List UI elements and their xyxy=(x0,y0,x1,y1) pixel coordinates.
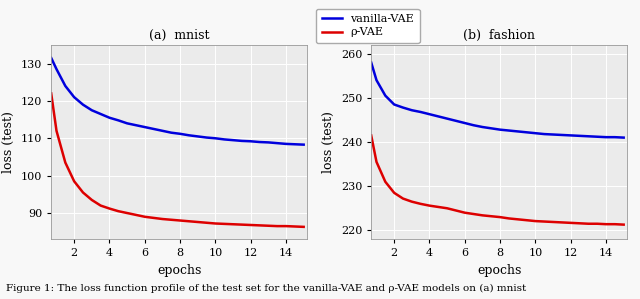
Y-axis label: loss (test): loss (test) xyxy=(323,111,335,173)
Y-axis label: loss (test): loss (test) xyxy=(3,111,15,173)
Title: (a)  mnist: (a) mnist xyxy=(149,29,209,42)
Text: Figure 1: The loss function profile of the test set for the vanilla-VAE and ρ-VA: Figure 1: The loss function profile of t… xyxy=(6,284,527,293)
X-axis label: epochs: epochs xyxy=(477,264,522,277)
X-axis label: epochs: epochs xyxy=(157,264,202,277)
Legend: vanilla-VAE, ρ-VAE: vanilla-VAE, ρ-VAE xyxy=(316,9,420,43)
Title: (b)  fashion: (b) fashion xyxy=(463,29,535,42)
